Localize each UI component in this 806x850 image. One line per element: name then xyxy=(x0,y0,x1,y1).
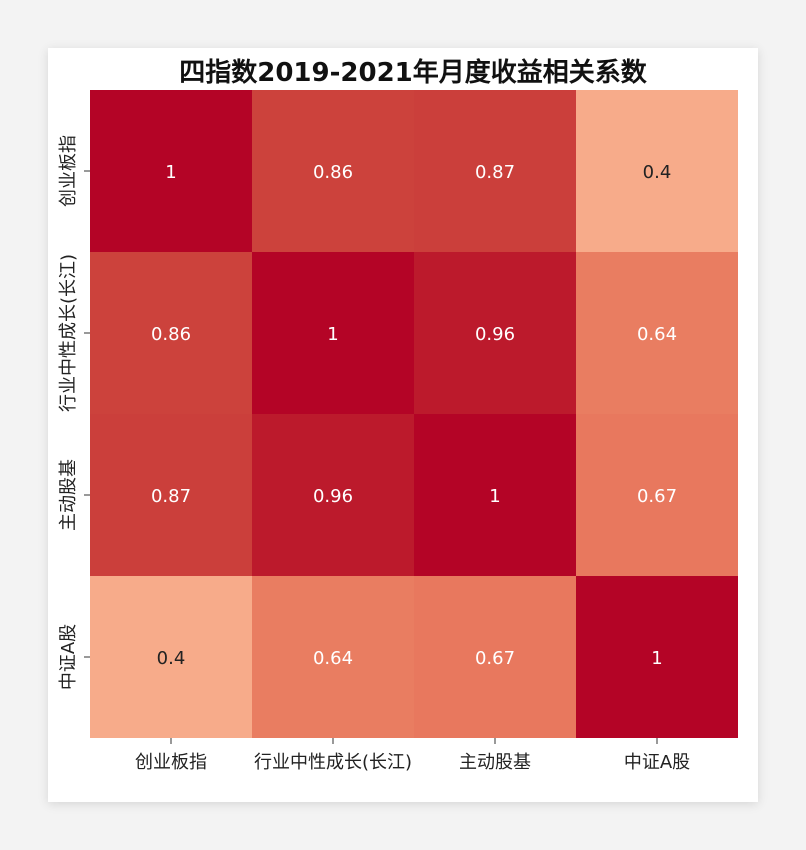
cell-value-label: 0.86 xyxy=(313,162,353,183)
x-tick-label: 主动股基 xyxy=(459,752,531,773)
heatmap-chart: 四指数2019-2021年月度收益相关系数 1 0.86 0.87 0.4 0.86 1 0… xyxy=(58,57,738,773)
cell-value-label: 0.4 xyxy=(643,162,672,183)
y-tick-label: 行业中性成长(长江) xyxy=(58,254,79,412)
heatmap-cell xyxy=(90,252,252,414)
heatmap-cell xyxy=(576,414,738,576)
heatmap-cell xyxy=(414,414,576,576)
cell-value-label: 0.64 xyxy=(313,648,353,669)
y-tick-label: 创业板指 xyxy=(58,135,79,207)
chart-title: 四指数2019-2021年月度收益相关系数 xyxy=(179,57,648,88)
heatmap-cell xyxy=(414,576,576,738)
cell-value-label: 0.96 xyxy=(475,324,515,345)
x-tick-label: 中证A股 xyxy=(624,752,690,773)
x-tick-label: 行业中性成长(长江) xyxy=(254,752,412,773)
heatmap-cell xyxy=(414,252,576,414)
heatmap-cell xyxy=(414,90,576,252)
x-tick-label: 创业板指 xyxy=(135,752,207,773)
cell-value-label: 1 xyxy=(327,324,338,345)
heatmap-cell xyxy=(90,90,252,252)
cell-value-label: 1 xyxy=(165,162,176,183)
heatmap-cell xyxy=(252,414,414,576)
y-tick-label: 主动股基 xyxy=(58,459,79,531)
cell-value-label: 0.4 xyxy=(157,648,186,669)
cell-value-label: 1 xyxy=(489,486,500,507)
cell-value-label: 1 xyxy=(651,648,662,669)
cell-value-label: 0.67 xyxy=(475,648,515,669)
cell-value-label: 0.64 xyxy=(637,324,677,345)
heatmap-cell xyxy=(576,576,738,738)
cell-value-label: 0.87 xyxy=(151,486,191,507)
heatmap-cell xyxy=(576,252,738,414)
chart-card: 四指数2019-2021年月度收益相关系数 1 0.86 0.87 0.4 0.86 1 0… xyxy=(48,48,758,802)
heatmap-cell xyxy=(252,576,414,738)
cell-value-label: 0.67 xyxy=(637,486,677,507)
heatmap-cell xyxy=(252,90,414,252)
heatmap-cell xyxy=(90,414,252,576)
heatmap-cell xyxy=(576,90,738,252)
cell-value-label: 0.86 xyxy=(151,324,191,345)
cell-value-label: 0.87 xyxy=(475,162,515,183)
y-tick-label: 中证A股 xyxy=(58,624,79,690)
cell-value-label: 0.96 xyxy=(313,486,353,507)
heatmap-cell xyxy=(252,252,414,414)
heatmap-cell xyxy=(90,576,252,738)
